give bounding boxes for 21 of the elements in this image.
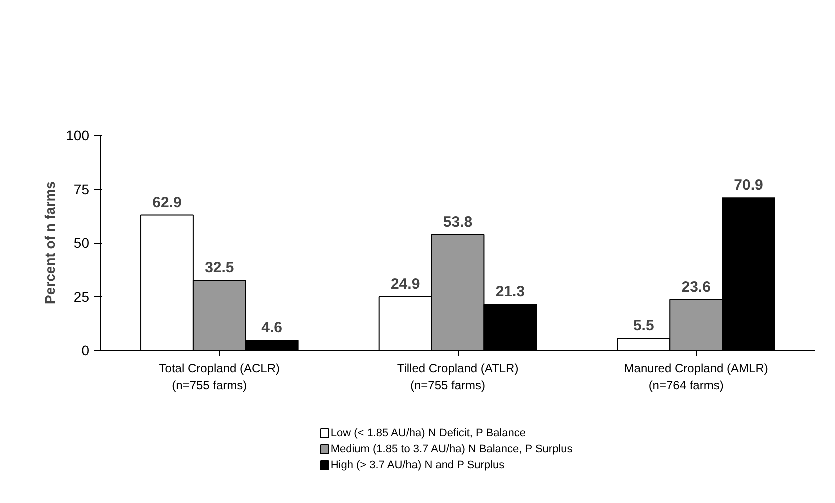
data-label: 53.8 (443, 214, 473, 231)
x-tick-label: Manured Cropland (AMLR) (n=764 farms) (624, 362, 768, 392)
data-label: 62.9 (152, 194, 182, 212)
x-tick-label: Total Cropland (ACLR) (n=755 farms) (159, 362, 280, 392)
legend-label: Low (< 1.85 AU/ha) N Deficit, P Balance (330, 428, 526, 440)
y-tick-label: 25 (74, 288, 90, 305)
data-label: 24.9 (390, 276, 420, 293)
data-label: 4.6 (262, 320, 283, 337)
data-label: 21.3 (496, 284, 526, 301)
y-tick-label: 100 (66, 128, 90, 144)
y-axis-title: Percent of n farms (42, 181, 58, 304)
y-tick-label: 0 (82, 342, 90, 358)
data-label: 23.6 (682, 278, 711, 296)
y-tick-label: 75 (74, 181, 90, 198)
legend-label: Medium (1.85 to 3.7 AU/ha) N Balance, P Surplus (330, 444, 574, 456)
data-label: 70.9 (734, 177, 764, 194)
data-label: 32.5 (205, 260, 234, 277)
legend-label: High (> 3.7 AU/ha) N and P Surplus (330, 460, 506, 472)
y-tick-label: 50 (74, 235, 90, 251)
x-tick-label: Tilled Cropland (ATLR) (n=755 farms) (397, 362, 519, 392)
data-label: 5.5 (633, 318, 654, 335)
